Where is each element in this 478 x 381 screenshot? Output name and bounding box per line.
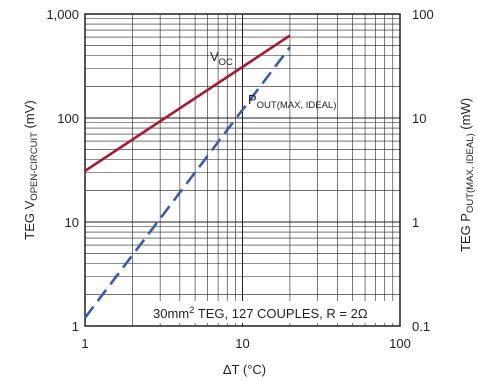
y-axis-label: TEG VOPEN-CIRCUIT (mV): [22, 100, 40, 239]
voc-line: [84, 34, 291, 172]
grid: [85, 14, 400, 326]
x-axis-label: ΔT (°C): [223, 362, 266, 377]
y2-tick-label: 10: [412, 111, 426, 126]
y-tick-label: 100: [57, 111, 79, 126]
y2-tick-label: 100: [412, 7, 434, 22]
y-tick-label: 1,000: [46, 7, 79, 22]
series-layer: [83, 34, 291, 319]
annotation-background: [146, 301, 396, 323]
y2-tick-label: 0.1: [412, 319, 430, 334]
y2-tick-labels: 0.1 1 10 100: [412, 7, 434, 334]
voc-series-label: VOC: [210, 49, 233, 68]
annotation-text: 30mm2 TEG, 127 COUPLES, R = 2Ω: [153, 305, 368, 321]
y-tick-labels: 1 10 100 1,000: [46, 7, 79, 334]
y-tick-label: 10: [65, 215, 79, 230]
x-tick-label: 100: [389, 336, 411, 351]
x-tick-label: 1: [81, 336, 88, 351]
x-tick-labels: 1 10 100: [81, 336, 410, 351]
y-tick-label: 1: [72, 319, 79, 334]
pout-series-label: POUT(MAX, IDEAL): [248, 92, 336, 111]
pout-line: [83, 46, 291, 319]
y2-tick-label: 1: [412, 215, 419, 230]
y2-axis-label: TEG POUT(MAX, IDEAL) (mW): [458, 98, 476, 252]
x-tick-label: 10: [235, 336, 249, 351]
